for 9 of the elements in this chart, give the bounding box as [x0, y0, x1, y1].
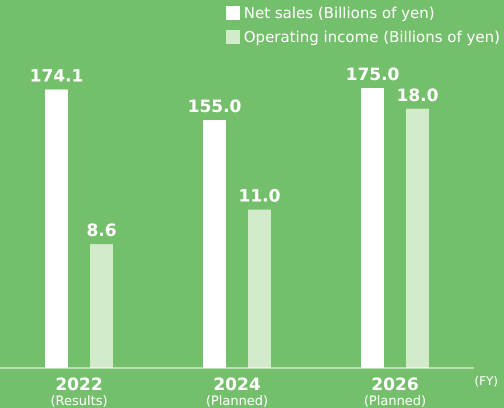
text: (FY) [474, 374, 498, 388]
legend-label: Net sales (Billions of yen) [244, 4, 435, 22]
data-label: 8.6 [86, 221, 117, 242]
data-label: 11.0 [238, 186, 281, 207]
data-label: 18.0 [396, 86, 439, 106]
data-label: 175.0 [346, 65, 400, 85]
data-label: 155.0 [188, 97, 242, 117]
legend-label: Operating income (Billions of yen) [244, 28, 500, 46]
data-label: 174.1 [30, 66, 84, 86]
